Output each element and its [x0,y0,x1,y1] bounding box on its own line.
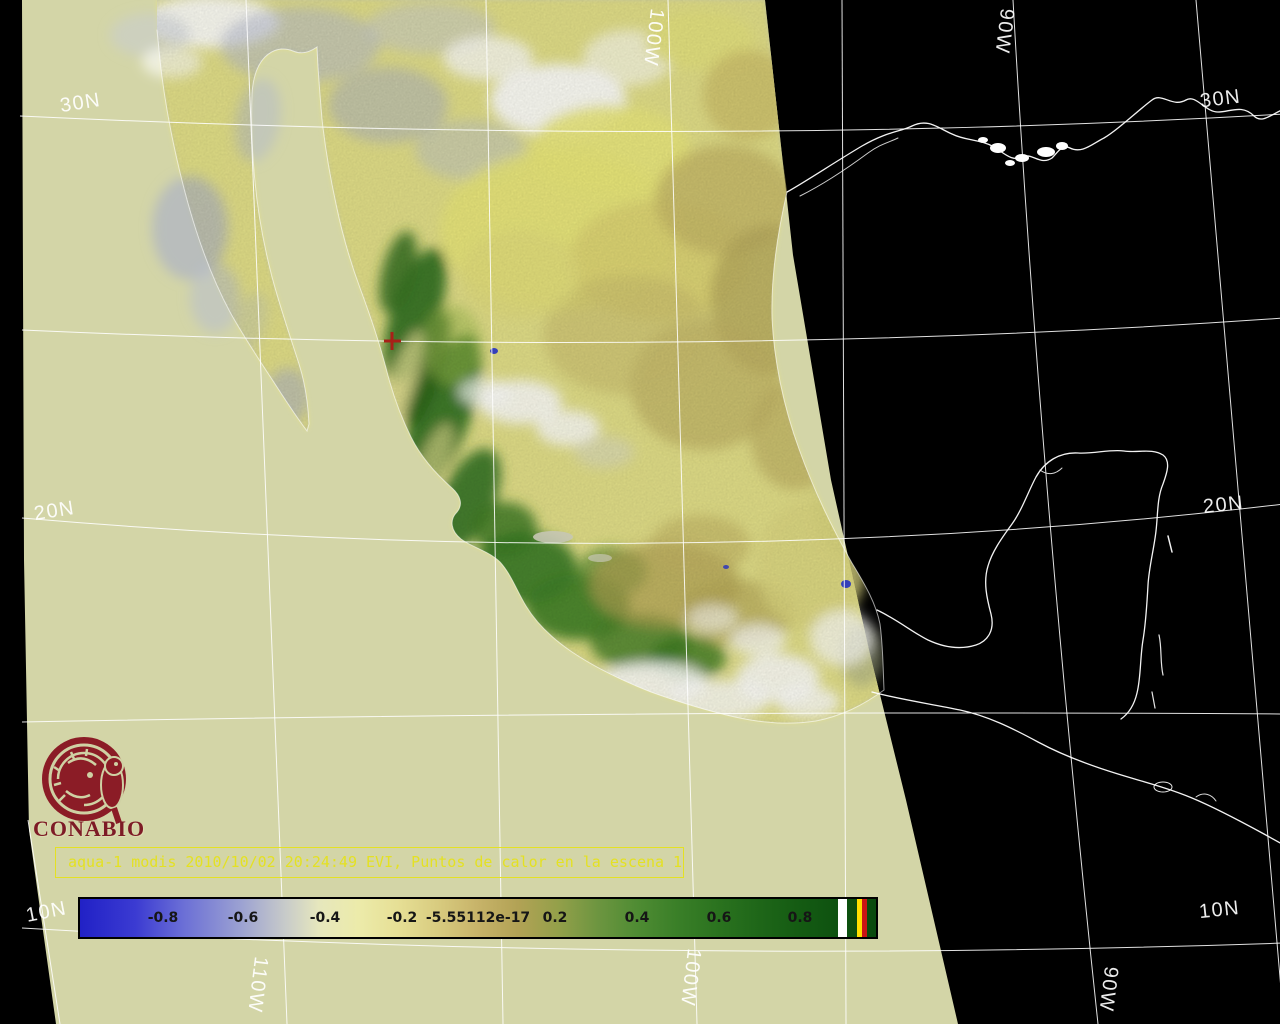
scene-title-text: aqua-1 modis 2010/10/02 20:24:49 EVI, Pu… [68,853,683,871]
parallel-20n [21,503,1280,544]
cloud-stripe [838,899,847,937]
colorbar-tick: 0.4 [624,910,650,926]
meridian-90w [1012,0,1099,1024]
lagoon-yucatan-nw [1039,467,1063,475]
fire-point-marker [384,332,401,350]
parallel-30n [19,113,1280,133]
colorbar-tick: 0.6 [706,910,732,926]
parallel-25n [21,317,1280,343]
colorbar-tick: 0.2 [542,910,568,926]
colorbar-tick: 0.8 [787,910,813,926]
colorbar-tick: -0.2 [386,910,418,926]
island-cozumel [1167,535,1173,553]
lake-izabal [1153,781,1173,793]
fire-red-stripe [862,899,867,937]
delta-wetlands [978,137,1068,166]
coast-mexico [156,29,885,724]
coast-yucatan [876,449,1169,720]
coastlines [156,29,1280,844]
conabio-wordmark: CONABIO [33,816,146,841]
coast-texas-gulf [786,97,1280,193]
meridian-95w [841,0,847,1024]
coast-texas-lagoon [799,137,899,197]
conabio-logo [42,737,126,824]
colorbar: -0.8 -0.6 -0.4 -0.2 -5.55112e-17 0.2 0.4… [78,897,878,939]
meridian-115w [27,819,61,1024]
colorbar-tick: -0.4 [309,910,341,926]
coast-squiggle [1195,793,1217,802]
scene-title-box: aqua-1 modis 2010/10/02 20:24:49 EVI, Pu… [55,847,684,878]
colorbar-tick: -0.6 [227,910,259,926]
fire-yellow-stripe [857,899,862,937]
belize-cays [1151,634,1164,709]
meridian-105w [485,0,504,1024]
graticule-lines [19,0,1280,1024]
meridian-100w [667,0,698,1024]
coast-pacific-chiapas [871,691,1280,844]
meridian-110w [245,0,288,1024]
colorbar-tick: -5.55112e-17 [425,910,531,926]
meridian-85w [1195,0,1280,984]
parallel-15n [21,712,1280,723]
colorbar-tick: -0.8 [147,910,179,926]
lakes [490,348,851,588]
